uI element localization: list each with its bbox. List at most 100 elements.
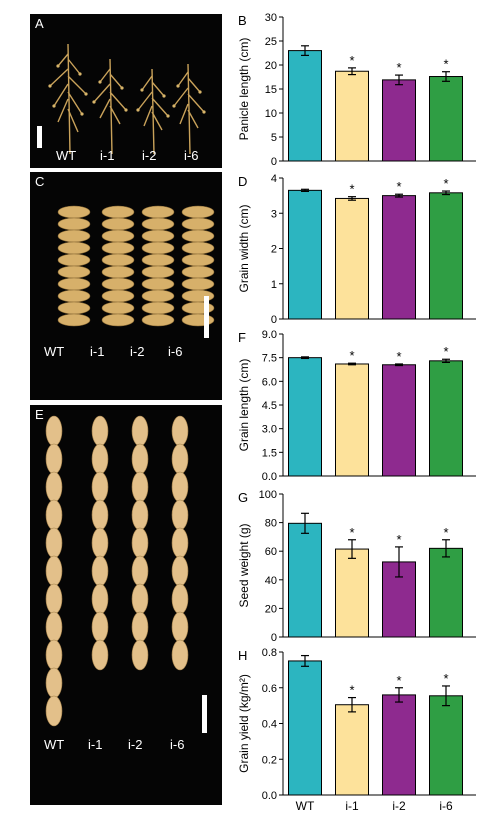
photo-label: WT (44, 737, 65, 752)
photo-label: i-1 (100, 148, 115, 163)
photo-label: WT (56, 148, 77, 163)
bar-i-6 (429, 695, 463, 796)
significance-mark: * (349, 525, 354, 540)
x-tick-label: WT (296, 799, 315, 813)
bar-WT (288, 189, 322, 320)
y-tick-label: 10 (265, 108, 277, 120)
y-axis-label: Panicle length (cm) (237, 38, 251, 141)
bar-i-2 (382, 364, 416, 477)
y-tick-label: 4 (271, 173, 277, 185)
photo-label: i-6 (168, 344, 183, 359)
bar-i-2 (382, 195, 416, 320)
y-tick-label: 0 (271, 632, 277, 644)
significance-mark: * (443, 57, 448, 72)
bar-i-6 (429, 360, 463, 477)
chart-H: H 0.0 0.2 0.4 0.6 0.8 Grain yield (kg/m²) WT * i-… (237, 647, 476, 813)
y-tick-label: 20 (265, 60, 277, 72)
y-tick-label: 9.0 (262, 329, 277, 341)
chart-B: B 0 5 10 15 20 25 30 Panicle length (cm) * * * (237, 12, 476, 168)
bar-i-1 (335, 363, 369, 477)
significance-mark: * (396, 349, 401, 364)
bar-i-2 (382, 694, 416, 796)
x-tick-label: i-1 (345, 799, 359, 813)
y-tick-label: 7.5 (262, 353, 277, 365)
grain-column-illustration (45, 415, 189, 727)
y-tick-label: 3 (271, 208, 277, 220)
photo-label: i-2 (128, 737, 143, 752)
photo-label: i-6 (170, 737, 185, 752)
grain (171, 639, 189, 671)
panel-letter: D (238, 174, 247, 189)
photo-label: i-2 (130, 344, 145, 359)
bar-WT (288, 50, 322, 162)
panicle-illustration (48, 43, 206, 155)
y-tick-label: 6.0 (262, 376, 277, 388)
significance-mark: * (349, 348, 354, 363)
y-tick-label: 100 (259, 489, 277, 501)
y-axis-label: Seed weight (g) (237, 523, 251, 607)
y-tick-label: 0 (271, 314, 277, 326)
y-tick-label: 0.2 (262, 754, 277, 766)
bar-i-1 (335, 704, 369, 796)
y-tick-label: 0.4 (262, 719, 277, 731)
significance-mark: * (349, 683, 354, 698)
grain-length-photo: E WT i-1 i-2 i-6 (30, 405, 222, 805)
y-tick-label: 2 (271, 244, 277, 256)
panel-letter: G (238, 490, 248, 505)
significance-mark: * (443, 525, 448, 540)
x-tick-label: i-6 (439, 799, 453, 813)
bar-i-6 (429, 192, 463, 320)
grain (91, 639, 109, 671)
significance-mark: * (443, 344, 448, 359)
scale-bar (202, 695, 207, 733)
bar-i-6 (429, 547, 463, 638)
scale-bar (37, 126, 42, 148)
chart-F: F 0.0 1.5 3.0 4.5 6.0 7.5 9.0 Grain length (cm) *… (237, 329, 476, 483)
grain-width-photo: C WT i-1 i-2 i-6 (30, 172, 222, 400)
significance-mark: * (443, 176, 448, 191)
photo-label: i-2 (142, 148, 157, 163)
panel-letter: B (238, 13, 247, 28)
photo-label: i-1 (90, 344, 105, 359)
grain-stack-illustration (57, 205, 215, 327)
y-tick-label: 15 (265, 84, 277, 96)
bar-i-2 (382, 79, 416, 162)
y-tick-label: 0 (271, 156, 277, 168)
y-tick-label: 3.0 (262, 424, 277, 436)
y-axis-label: Grain length (cm) (237, 359, 251, 452)
y-tick-label: 1 (271, 279, 277, 291)
y-tick-label: 0.0 (262, 790, 277, 802)
panel-letter: E (35, 407, 44, 422)
x-tick-label: i-2 (392, 799, 406, 813)
significance-mark: * (349, 182, 354, 197)
grain (57, 313, 91, 327)
grain (131, 639, 149, 671)
grain (101, 313, 135, 327)
photo-label: WT (44, 344, 65, 359)
y-axis-label: Grain width (cm) (237, 204, 251, 292)
photo-label: i-6 (184, 148, 199, 163)
grain (45, 695, 63, 727)
bar-i-1 (335, 548, 369, 638)
y-tick-label: 80 (265, 518, 277, 530)
bar-i-6 (429, 76, 463, 162)
significance-mark: * (396, 673, 401, 688)
bar-WT (288, 357, 322, 477)
bar-WT (288, 522, 322, 638)
y-tick-label: 20 (265, 603, 277, 615)
panel-letter: H (238, 648, 247, 663)
y-tick-label: 0.8 (262, 647, 277, 659)
y-tick-label: 0.6 (262, 683, 277, 695)
scale-bar (204, 296, 209, 338)
y-tick-label: 1.5 (262, 447, 277, 459)
panel-letter: A (35, 16, 44, 31)
chart-G: G 0 20 40 60 80 100 Seed weight (g) * * * (237, 489, 476, 644)
y-tick-label: 40 (265, 575, 277, 587)
significance-mark: * (396, 532, 401, 547)
significance-mark: * (396, 179, 401, 194)
y-tick-label: 4.5 (262, 400, 277, 412)
y-tick-label: 0.0 (262, 471, 277, 483)
y-tick-label: 5 (271, 132, 277, 144)
significance-mark: * (396, 60, 401, 75)
y-tick-label: 30 (265, 12, 277, 24)
